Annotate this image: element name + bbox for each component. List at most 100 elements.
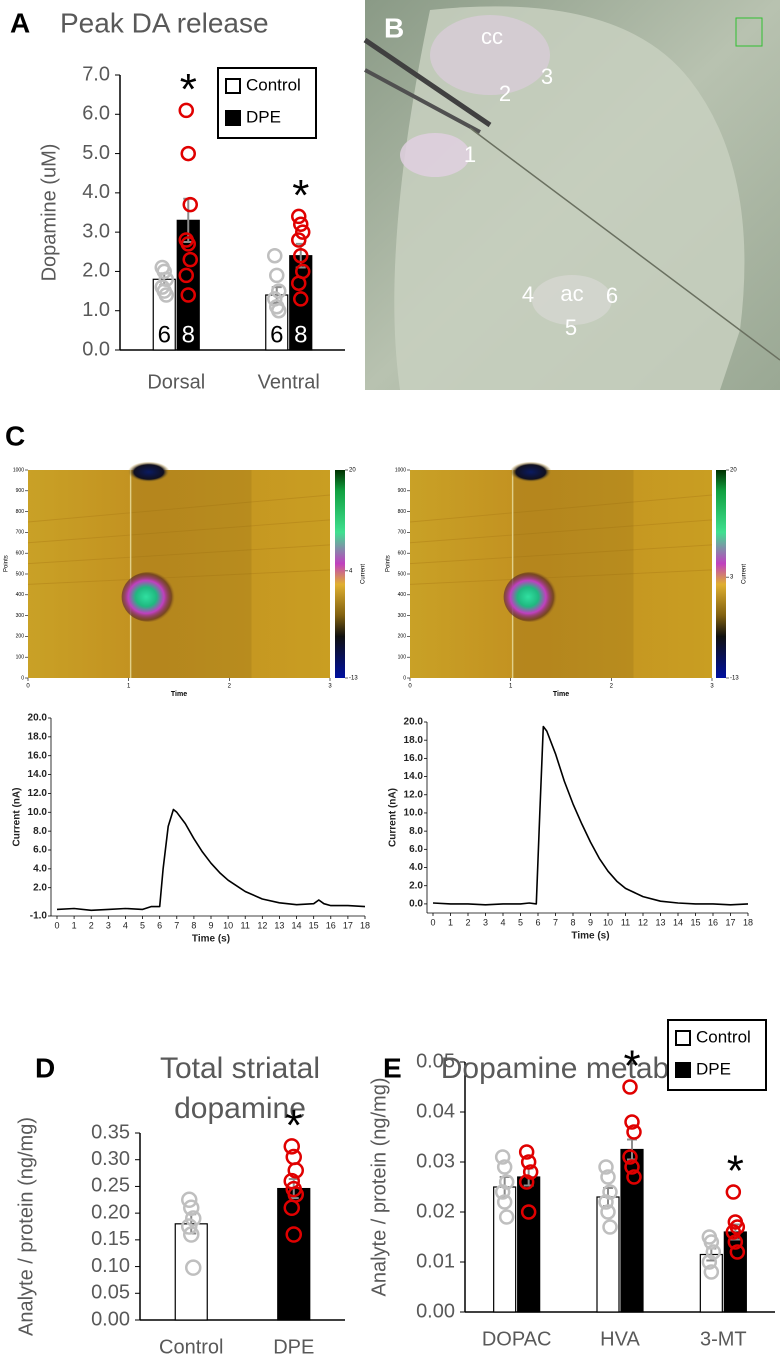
colorbar-tick-label: -13 (349, 676, 358, 682)
pipette (364, 68, 481, 134)
y-tick-label: 0.15 (91, 1228, 130, 1250)
y-tick-label: 3.0 (82, 220, 110, 242)
x-tick-label: 2 (89, 920, 94, 930)
data-point (269, 267, 285, 284)
photo-label: ac (560, 281, 583, 306)
y-tick-label: 0.05 (416, 1050, 455, 1072)
x-tick-label: 7 (553, 917, 558, 927)
x-tick-label: 15 (690, 917, 700, 927)
data-point (291, 208, 307, 225)
trace-line (432, 725, 749, 906)
data-point (598, 1159, 614, 1175)
data-point (703, 1234, 720, 1250)
photo: B cc 1 2 3 4 ac 5 6 (363, 0, 780, 390)
chart-title: Peak DA release (60, 7, 269, 38)
y-tick-label: 0.02 (416, 1200, 455, 1222)
y-tick-label: 10.0 (404, 808, 424, 819)
x-tick-label: 10 (223, 920, 233, 930)
data-point (520, 1204, 537, 1220)
x-tick-label: DPE (273, 1336, 314, 1358)
y-tick-label: 6.0 (82, 103, 110, 125)
y-tick-label: 100 (16, 655, 25, 661)
x-tick-label: 6 (157, 920, 162, 930)
y-tick-label: 900 (398, 488, 407, 494)
data-point (496, 1159, 513, 1175)
x-tick-label: 5 (140, 920, 145, 930)
x-tick-label: Ventral (258, 371, 320, 393)
data-point (293, 216, 309, 233)
x-tick-label: 4 (123, 920, 128, 930)
y-tick-label: 0.35 (91, 1121, 130, 1143)
x-tick-label: 3 (710, 684, 714, 690)
data-point (180, 145, 196, 162)
data-point (291, 275, 307, 291)
data-point (626, 1169, 642, 1185)
n-label: 6 (158, 321, 171, 348)
n-label: 8 (182, 321, 195, 348)
legend-label: Control (246, 75, 301, 94)
y-tick-label: 12.0 (28, 788, 48, 799)
x-tick-label: 0 (26, 684, 30, 690)
tissue-slice (394, 6, 745, 390)
heatmap-streak (409, 494, 713, 523)
y-tick-label: 14.0 (404, 771, 424, 782)
y-tick-label: 0.00 (416, 1300, 455, 1322)
x-tick-label: 13 (274, 920, 284, 930)
y-tick-label: 700 (16, 530, 25, 536)
colorbar-tick-label: 3 (730, 575, 734, 581)
data-point (158, 287, 174, 303)
data-point (496, 1194, 513, 1210)
y-tick-label: 0.03 (416, 1150, 455, 1172)
data-point (283, 1199, 300, 1217)
y-axis-label: Points (4, 555, 10, 572)
photo-label: 6 (606, 283, 618, 308)
data-point (181, 1191, 198, 1209)
x-tick-label: Control (159, 1336, 223, 1358)
y-tick-label: 600 (398, 551, 407, 557)
y-tick-label: 18.0 (28, 731, 48, 742)
data-point (703, 1264, 720, 1280)
y-tick-label: 18.0 (404, 735, 424, 746)
y-tick-label: 900 (16, 488, 25, 494)
data-point (725, 1184, 742, 1200)
colorbar-tick-label: -13 (730, 676, 739, 682)
y-tick-label: 4.0 (82, 181, 110, 203)
bar (517, 1176, 541, 1313)
colorbar-tick-label: 20 (349, 468, 356, 474)
heatmap-streak (27, 569, 331, 585)
x-tick-label: 9 (208, 920, 213, 930)
data-point (178, 267, 194, 284)
x-tick-label: 8 (191, 920, 196, 930)
x-axis-label: Time (s) (192, 934, 230, 945)
x-tick-label: 18 (743, 917, 753, 927)
y-tick-label: 0.0 (82, 338, 110, 360)
legend-swatch (225, 78, 241, 94)
x-tick-label: 0 (54, 920, 59, 930)
data-point (624, 1114, 640, 1130)
y-tick-label: 20.0 (28, 713, 48, 724)
photo-label: 4 (522, 282, 534, 307)
photo-label: 2 (499, 81, 511, 106)
data-point (600, 1169, 616, 1185)
trace-line (56, 808, 366, 912)
ventricle (400, 133, 470, 177)
x-tick-label: 8 (570, 917, 575, 927)
y-axis-label: Analyte / protein (ng/mg) (368, 1078, 390, 1297)
x-tick-label: 9 (588, 917, 593, 927)
x-tick-label: 15 (309, 920, 319, 930)
y-tick-label: 500 (16, 571, 25, 577)
data-point (729, 1244, 746, 1260)
x-tick-label: 7 (174, 920, 179, 930)
heatmap-streak (409, 519, 713, 544)
bar (723, 1231, 747, 1313)
data-point (622, 1079, 638, 1095)
x-tick-label: 13 (655, 917, 665, 927)
data-point (518, 1144, 535, 1160)
data-point (287, 1162, 304, 1179)
y-tick-label: 16.0 (404, 753, 424, 764)
data-point (271, 302, 287, 319)
y-tick-label: 6.0 (409, 844, 423, 855)
x-axis-label: Time (171, 691, 187, 698)
